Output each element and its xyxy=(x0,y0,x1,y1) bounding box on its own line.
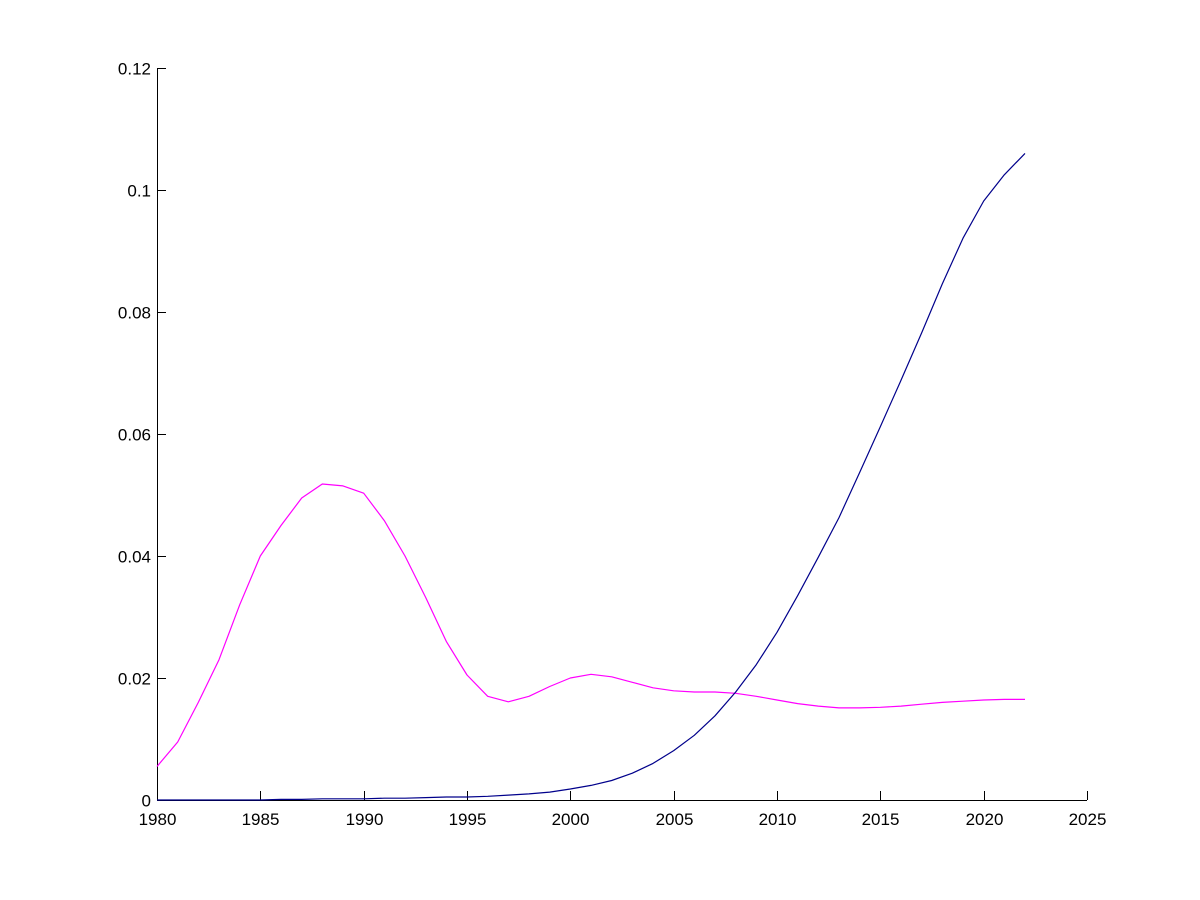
x-ticks: 1980 1985 1990 1995 2000 2005 2010 2015 2020 2025 xyxy=(139,791,1107,829)
x-tick-label: 2020 xyxy=(966,810,1004,829)
x-tick-label: 1980 xyxy=(139,810,177,829)
x-tick-label: 2005 xyxy=(656,810,694,829)
x-tick-label: 1990 xyxy=(346,810,384,829)
y-tick-label: 0.04 xyxy=(118,548,151,567)
y-tick-label: 0.08 xyxy=(118,304,151,323)
x-tick-label: 2025 xyxy=(1069,810,1107,829)
y-tick-label: 0 xyxy=(142,792,151,811)
x-tick-label: 2010 xyxy=(759,810,797,829)
y-tick-label: 0.02 xyxy=(118,670,151,689)
series-line-2 xyxy=(157,152,1026,801)
x-tick-label: 1985 xyxy=(242,810,280,829)
series-layer xyxy=(156,152,1026,801)
x-tick-label: 2015 xyxy=(862,810,900,829)
y-tick-label: 0.12 xyxy=(118,60,151,79)
y-tick-label: 0.1 xyxy=(127,182,151,201)
x-tick-label: 2000 xyxy=(552,810,590,829)
y-ticks: 0 0.02 0.04 0.06 0.08 0.1 0.12 xyxy=(118,60,166,811)
series-line-1 xyxy=(156,483,1025,767)
x-tick-label: 1995 xyxy=(449,810,487,829)
y-tick-label: 0.06 xyxy=(118,426,151,445)
